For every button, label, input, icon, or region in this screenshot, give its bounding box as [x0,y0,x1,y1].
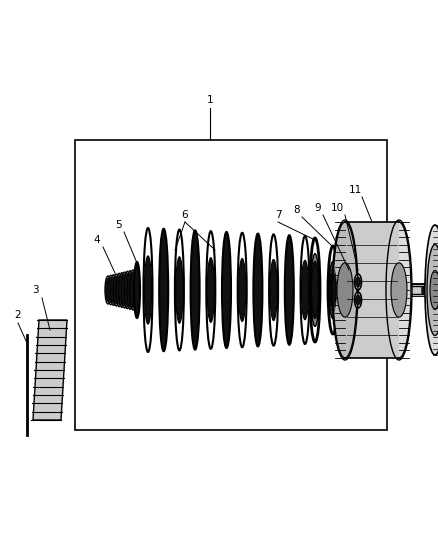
Ellipse shape [113,274,119,306]
Ellipse shape [345,270,353,310]
Ellipse shape [354,292,361,308]
Ellipse shape [122,272,127,308]
Ellipse shape [311,254,319,326]
Ellipse shape [122,274,127,306]
Ellipse shape [310,238,320,342]
Polygon shape [33,320,67,420]
Ellipse shape [346,277,352,303]
Ellipse shape [111,277,116,303]
Ellipse shape [270,260,277,320]
Ellipse shape [207,257,214,322]
Ellipse shape [239,259,246,321]
Ellipse shape [110,274,117,305]
Ellipse shape [106,278,110,302]
Text: 5: 5 [115,220,121,230]
Ellipse shape [430,271,438,310]
Bar [421,286,438,294]
Ellipse shape [427,245,438,335]
Text: 1: 1 [207,95,213,105]
Text: 2: 2 [15,310,21,320]
Ellipse shape [117,276,122,305]
Ellipse shape [134,262,140,318]
Ellipse shape [391,263,407,317]
Ellipse shape [116,273,122,306]
Ellipse shape [105,276,111,304]
Ellipse shape [120,274,124,305]
Ellipse shape [108,277,113,303]
Ellipse shape [300,236,310,344]
Ellipse shape [222,232,231,348]
Ellipse shape [285,235,294,345]
Ellipse shape [238,233,247,347]
Ellipse shape [206,231,215,349]
Ellipse shape [131,272,135,308]
Ellipse shape [387,222,411,358]
Ellipse shape [425,225,438,355]
Ellipse shape [176,257,183,323]
Ellipse shape [269,235,278,345]
Ellipse shape [191,230,200,350]
Ellipse shape [130,270,136,310]
Text: 9: 9 [314,203,321,213]
Ellipse shape [125,273,130,306]
Ellipse shape [175,230,184,350]
Text: 6: 6 [182,210,188,220]
Text: 11: 11 [348,185,362,195]
Ellipse shape [337,263,353,317]
Ellipse shape [108,276,114,305]
Ellipse shape [128,273,133,308]
Text: 4: 4 [94,235,100,245]
Ellipse shape [356,295,360,305]
Bar [345,222,399,358]
Ellipse shape [333,222,357,358]
Ellipse shape [311,261,318,319]
Ellipse shape [159,229,168,351]
Ellipse shape [145,256,152,324]
Ellipse shape [301,260,309,320]
Text: 10: 10 [330,203,343,213]
Ellipse shape [330,272,336,308]
Text: 8: 8 [294,205,300,215]
Bar [75,140,387,430]
Ellipse shape [254,233,262,346]
Ellipse shape [114,276,119,304]
Text: 3: 3 [32,285,38,295]
Ellipse shape [124,271,131,309]
Ellipse shape [356,277,360,287]
Ellipse shape [127,271,133,309]
Ellipse shape [328,246,338,334]
Ellipse shape [354,274,361,290]
Ellipse shape [144,228,152,352]
Ellipse shape [329,261,337,319]
Text: 7: 7 [275,210,281,220]
Ellipse shape [119,273,125,308]
